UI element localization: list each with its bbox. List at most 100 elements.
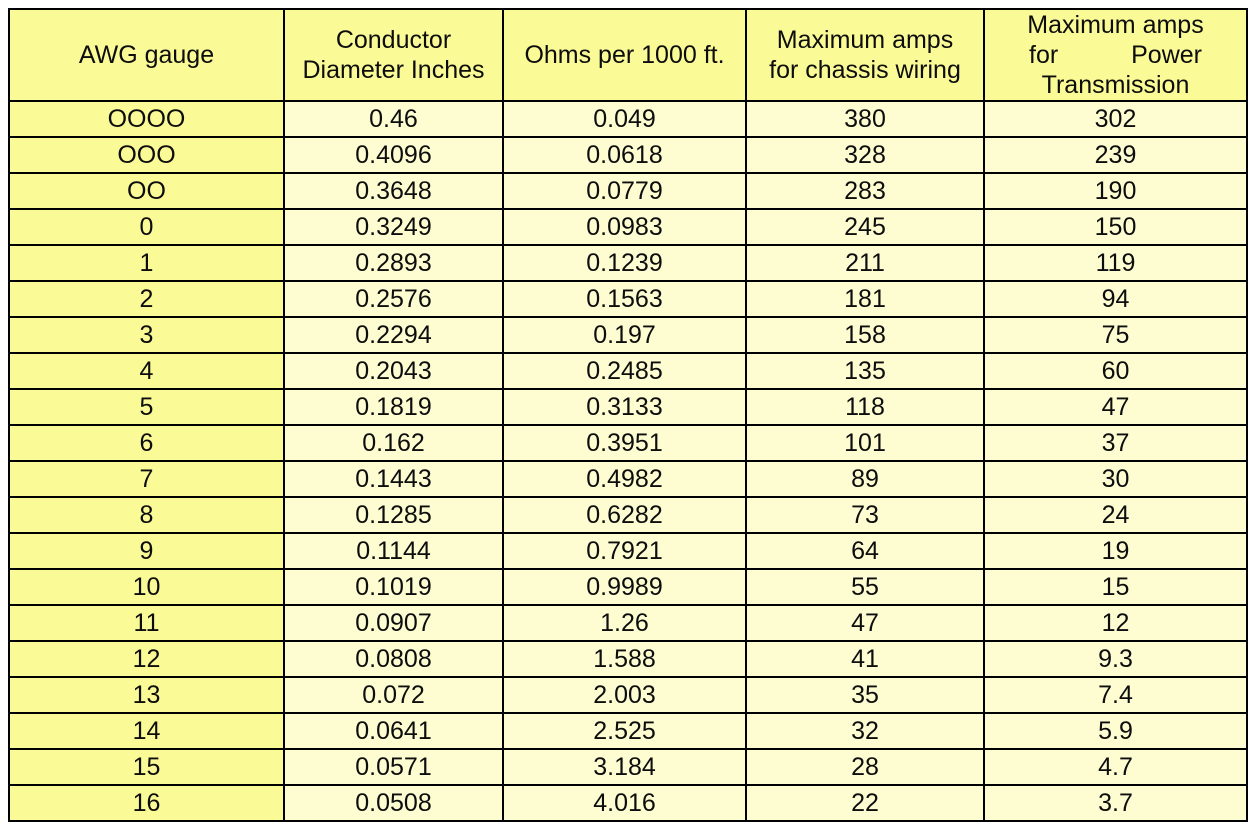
value-cell: 0.0641 <box>283 712 504 750</box>
value-cell: 380 <box>745 100 985 138</box>
value-cell: 328 <box>745 136 985 174</box>
value-cell: 0.2893 <box>283 244 504 282</box>
value-cell: 0.3249 <box>283 208 504 246</box>
value-cell: 0.0907 <box>283 604 504 642</box>
value-cell: 35 <box>745 676 985 714</box>
awg-wire-gauge-table: AWG gauge Conductor Diameter Inches Ohms pe… <box>8 8 1248 822</box>
value-cell: 2.003 <box>502 676 747 714</box>
gauge-cell: OO <box>8 172 285 210</box>
header-line-spread: for Power <box>986 40 1245 70</box>
value-cell: 89 <box>745 460 985 498</box>
value-cell: 0.0779 <box>502 172 747 210</box>
table-body: OOOO 0.46 0.049 380 302 OOO 0.4096 0.0618 328 239… <box>8 100 1248 822</box>
value-cell: 150 <box>983 208 1248 246</box>
value-cell: 0.072 <box>283 676 504 714</box>
value-cell: 73 <box>745 496 985 534</box>
value-cell: 15 <box>983 568 1248 606</box>
column-header-5: Maximum amps for Power Transmission <box>983 8 1248 102</box>
value-cell: 5.9 <box>983 712 1248 750</box>
value-cell: 0.2294 <box>283 316 504 354</box>
value-cell: 0.2576 <box>283 280 504 318</box>
value-cell: 0.3951 <box>502 424 747 462</box>
value-cell: 22 <box>745 784 985 822</box>
value-cell: 0.0571 <box>283 748 504 786</box>
value-cell: 19 <box>983 532 1248 570</box>
column-header-3: Ohms per 1000 ft. <box>502 8 747 102</box>
gauge-cell: 7 <box>8 460 285 498</box>
value-cell: 0.0983 <box>502 208 747 246</box>
value-cell: 0.3133 <box>502 388 747 426</box>
value-cell: 37 <box>983 424 1248 462</box>
value-cell: 0.4096 <box>283 136 504 174</box>
table-header: AWG gauge Conductor Diameter Inches Ohms pe… <box>8 8 1248 102</box>
table-row: 4 0.2043 0.2485 135 60 <box>8 352 1248 390</box>
header-line: Conductor <box>335 26 452 54</box>
value-cell: 0.3648 <box>283 172 504 210</box>
table-row: 16 0.0508 4.016 22 3.7 <box>8 784 1248 822</box>
table-row: 1 0.2893 0.1239 211 119 <box>8 244 1248 282</box>
value-cell: 1.26 <box>502 604 747 642</box>
value-cell: 283 <box>745 172 985 210</box>
gauge-cell: 0 <box>8 208 285 246</box>
value-cell: 158 <box>745 316 985 354</box>
gauge-cell: 8 <box>8 496 285 534</box>
value-cell: 0.1239 <box>502 244 747 282</box>
value-cell: 0.1563 <box>502 280 747 318</box>
gauge-cell: 6 <box>8 424 285 462</box>
header-line: Maximum amps <box>776 26 954 54</box>
header-line: Ohms per 1000 ft. <box>524 41 725 69</box>
value-cell: 0.0808 <box>283 640 504 678</box>
value-cell: 0.4982 <box>502 460 747 498</box>
value-cell: 0.2485 <box>502 352 747 390</box>
value-cell: 75 <box>983 316 1248 354</box>
value-cell: 0.1019 <box>283 568 504 606</box>
gauge-cell: 4 <box>8 352 285 390</box>
column-header-2: Conductor Diameter Inches <box>283 8 504 102</box>
gauge-cell: 14 <box>8 712 285 750</box>
table-row: 3 0.2294 0.197 158 75 <box>8 316 1248 354</box>
value-cell: 101 <box>745 424 985 462</box>
value-cell: 2.525 <box>502 712 747 750</box>
value-cell: 32 <box>745 712 985 750</box>
value-cell: 118 <box>745 388 985 426</box>
table-row: 10 0.1019 0.9989 55 15 <box>8 568 1248 606</box>
table-row: 11 0.0907 1.26 47 12 <box>8 604 1248 642</box>
value-cell: 190 <box>983 172 1248 210</box>
header-line: Diameter Inches <box>302 56 485 84</box>
value-cell: 3.7 <box>983 784 1248 822</box>
column-header-1: AWG gauge <box>8 8 285 102</box>
value-cell: 9.3 <box>983 640 1248 678</box>
header-line: Transmission <box>1041 71 1190 99</box>
value-cell: 211 <box>745 244 985 282</box>
gauge-cell: 12 <box>8 640 285 678</box>
header-word: for <box>1029 41 1059 69</box>
value-cell: 0.9989 <box>502 568 747 606</box>
gauge-cell: 5 <box>8 388 285 426</box>
table-row: OOO 0.4096 0.0618 328 239 <box>8 136 1248 174</box>
value-cell: 47 <box>983 388 1248 426</box>
value-cell: 239 <box>983 136 1248 174</box>
table-row: 13 0.072 2.003 35 7.4 <box>8 676 1248 714</box>
table-row: 7 0.1443 0.4982 89 30 <box>8 460 1248 498</box>
value-cell: 302 <box>983 100 1248 138</box>
gauge-cell: 1 <box>8 244 285 282</box>
header-line: AWG gauge <box>78 41 215 69</box>
gauge-cell: 16 <box>8 784 285 822</box>
value-cell: 7.4 <box>983 676 1248 714</box>
value-cell: 0.46 <box>283 100 504 138</box>
gauge-cell: 3 <box>8 316 285 354</box>
gauge-cell: 15 <box>8 748 285 786</box>
value-cell: 0.049 <box>502 100 747 138</box>
gauge-cell: 10 <box>8 568 285 606</box>
table-row: 5 0.1819 0.3133 118 47 <box>8 388 1248 426</box>
value-cell: 30 <box>983 460 1248 498</box>
gauge-cell: 11 <box>8 604 285 642</box>
value-cell: 0.6282 <box>502 496 747 534</box>
table-row: OOOO 0.46 0.049 380 302 <box>8 100 1248 138</box>
column-header-4: Maximum amps for chassis wiring <box>745 8 985 102</box>
value-cell: 0.0618 <box>502 136 747 174</box>
value-cell: 41 <box>745 640 985 678</box>
table-row: 8 0.1285 0.6282 73 24 <box>8 496 1248 534</box>
value-cell: 4.016 <box>502 784 747 822</box>
